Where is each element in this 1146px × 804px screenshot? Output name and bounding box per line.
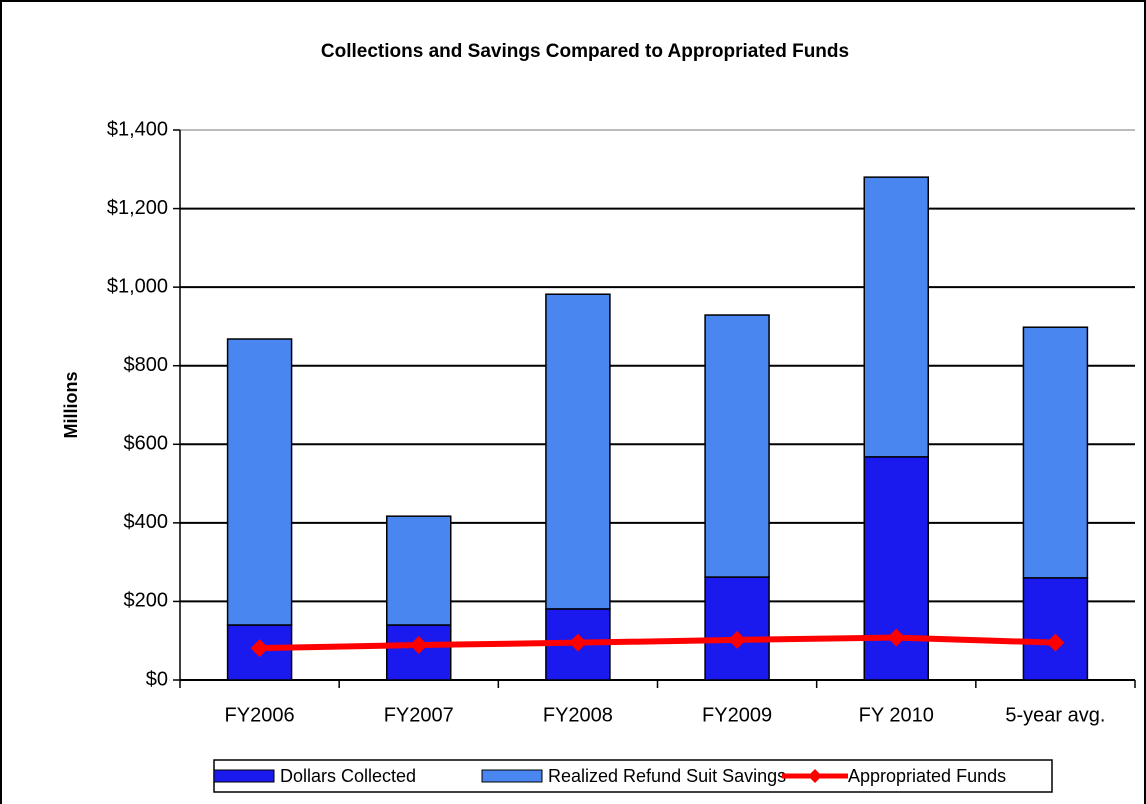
- y-tick-label: $1,400: [107, 118, 168, 140]
- legend-swatch: [481, 769, 543, 783]
- y-axis-label: Millions: [61, 372, 81, 439]
- legend: [213, 759, 1053, 793]
- legend-swatch: [213, 769, 275, 783]
- y-tick-label: $0: [146, 668, 168, 690]
- legend-label: Realized Refund Suit Savings: [548, 766, 786, 786]
- y-tick-label: $400: [124, 511, 169, 533]
- y-tick-label: $800: [124, 354, 169, 376]
- line-marker: [1046, 633, 1065, 652]
- x-tick-label: FY 2010: [859, 704, 934, 726]
- y-tick-label: $200: [124, 590, 169, 612]
- line-marker: [409, 636, 428, 655]
- chart-title: Collections and Savings Compared to Appr…: [321, 41, 849, 62]
- bar: [1022, 326, 1089, 579]
- line: [259, 634, 1056, 652]
- x-tick-label: FY2007: [384, 704, 454, 726]
- bar: [704, 576, 770, 681]
- x-tick-label: 5-year avg.: [1005, 704, 1105, 726]
- y-tick-label: $600: [124, 433, 169, 455]
- bar: [704, 314, 770, 578]
- bar: [863, 176, 929, 458]
- y-tick-label: $1,200: [107, 197, 168, 219]
- line-marker: [728, 630, 747, 649]
- line-marker: [887, 628, 906, 647]
- x-tick-label: FY2009: [702, 704, 772, 726]
- y-tick-label: $1,000: [107, 275, 168, 297]
- x-tick-label: FY2008: [543, 704, 613, 726]
- legend-label: Dollars Collected: [280, 766, 416, 786]
- bar: [545, 293, 611, 610]
- bar: [386, 515, 452, 626]
- legend-label: Appropriated Funds: [848, 766, 1006, 786]
- line-marker: [568, 633, 587, 652]
- line-marker: [250, 639, 269, 658]
- legend-swatch: [808, 769, 822, 783]
- x-tick-label: FY2006: [225, 704, 295, 726]
- bar: [226, 338, 293, 626]
- bar: [1022, 577, 1089, 681]
